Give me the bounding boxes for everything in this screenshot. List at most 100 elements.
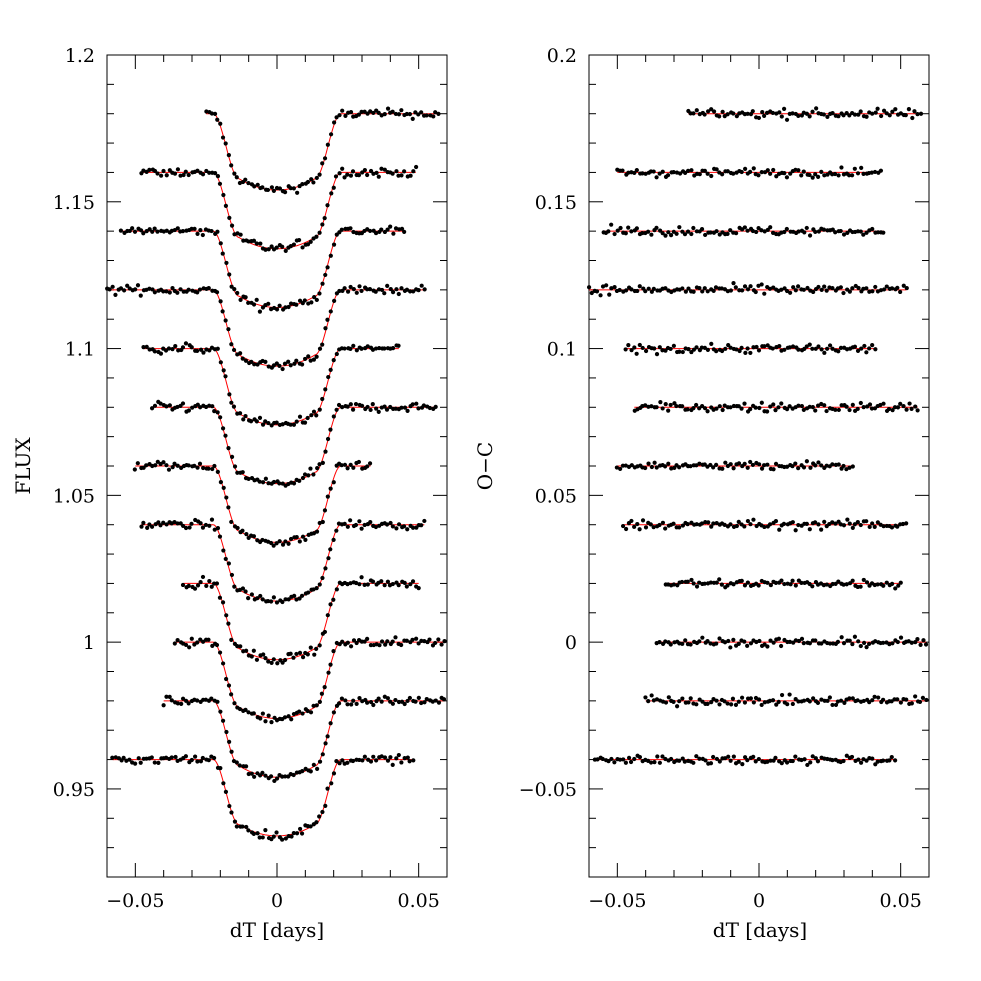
residuals-x-axis-label: dT [days] bbox=[713, 918, 807, 942]
residuals-data-point bbox=[731, 281, 736, 286]
residuals-data-point bbox=[748, 696, 753, 701]
residuals-data-point bbox=[711, 521, 716, 526]
residuals-data-point bbox=[841, 113, 846, 118]
residuals-data-point bbox=[841, 582, 846, 587]
flux-data-point bbox=[283, 657, 288, 663]
residuals-data-point bbox=[793, 528, 798, 533]
residuals-data-point bbox=[682, 759, 687, 764]
flux-data-point bbox=[419, 110, 424, 115]
residuals-data-point bbox=[898, 580, 903, 585]
flux-data-point bbox=[286, 304, 291, 310]
flux-data-point bbox=[195, 698, 200, 703]
residuals-data-point bbox=[688, 642, 693, 647]
residuals-data-point bbox=[748, 459, 753, 465]
residuals-data-point bbox=[858, 109, 863, 114]
residuals-data-point bbox=[728, 758, 733, 763]
residuals-data-point bbox=[702, 286, 707, 291]
residuals-data-point bbox=[742, 583, 748, 588]
flux-data-point bbox=[195, 168, 200, 173]
residuals-data-point bbox=[881, 583, 886, 588]
residuals-data-point bbox=[717, 114, 722, 119]
residuals-data-point bbox=[852, 166, 857, 171]
flux-data-point bbox=[172, 461, 177, 466]
residuals-data-point bbox=[685, 522, 690, 527]
flux-data-point bbox=[274, 245, 279, 250]
flux-data-point bbox=[373, 346, 379, 351]
residuals-data-point bbox=[671, 343, 676, 348]
flux-data-point bbox=[215, 174, 221, 179]
residuals-data-point bbox=[729, 702, 734, 707]
flux-data-point bbox=[291, 422, 297, 427]
flux-data-point bbox=[331, 649, 336, 654]
residuals-data-point bbox=[835, 639, 841, 644]
flux-data-point bbox=[320, 222, 325, 227]
flux-data-point bbox=[302, 356, 308, 362]
flux-data-point bbox=[300, 245, 305, 250]
flux-data-point bbox=[422, 518, 427, 524]
flux-data-point bbox=[209, 228, 214, 234]
flux-data-point bbox=[356, 173, 362, 178]
residuals-data-point bbox=[855, 698, 860, 703]
residuals-data-point bbox=[759, 466, 765, 471]
residuals-data-point bbox=[629, 287, 634, 292]
flux-data-point bbox=[172, 171, 178, 176]
flux-data-point bbox=[322, 216, 327, 221]
flux-data-point bbox=[220, 309, 225, 314]
residuals-data-point bbox=[847, 407, 852, 413]
flux-data-point bbox=[297, 539, 302, 544]
residuals-data-point bbox=[711, 288, 716, 293]
flux-data-point bbox=[405, 527, 410, 532]
flux-data-point bbox=[379, 166, 384, 171]
flux-data-point bbox=[246, 180, 251, 186]
flux-data-point bbox=[283, 539, 288, 544]
flux-data-point bbox=[251, 534, 257, 539]
flux-data-point bbox=[292, 361, 297, 366]
flux-data-point bbox=[183, 642, 189, 648]
flux-data-point bbox=[325, 494, 330, 499]
flux-data-point bbox=[396, 752, 401, 758]
flux-data-point bbox=[291, 830, 296, 836]
residuals-data-point bbox=[607, 292, 612, 297]
flux-data-point bbox=[377, 345, 382, 351]
flux-data-point bbox=[280, 244, 285, 249]
flux-data-point bbox=[127, 228, 132, 234]
flux-data-point bbox=[186, 583, 191, 588]
residuals-data-point bbox=[728, 462, 733, 467]
flux-data-point bbox=[312, 652, 317, 657]
residuals-data-point bbox=[895, 524, 900, 529]
flux-data-point bbox=[110, 755, 115, 760]
flux-data-point bbox=[359, 109, 364, 114]
flux-data-point bbox=[183, 341, 189, 346]
residuals-data-point bbox=[830, 520, 835, 525]
residuals-data-point bbox=[678, 171, 683, 176]
flux-data-point bbox=[252, 362, 257, 367]
residuals-data-point bbox=[745, 287, 751, 292]
residuals-series-8 bbox=[663, 577, 903, 591]
residuals-data-point bbox=[782, 106, 787, 111]
residuals-data-point bbox=[719, 582, 724, 587]
flux-data-point bbox=[212, 755, 217, 761]
flux-data-point bbox=[320, 342, 325, 347]
flux-data-point bbox=[244, 648, 249, 653]
flux-data-point bbox=[271, 543, 276, 548]
flux-data-point bbox=[254, 241, 259, 246]
flux-data-point bbox=[328, 253, 333, 258]
residuals-data-point bbox=[878, 402, 883, 408]
flux-data-point bbox=[391, 231, 396, 236]
flux-data-point bbox=[390, 581, 395, 587]
residuals-data-point bbox=[813, 172, 818, 177]
flux-data-point bbox=[280, 837, 285, 842]
residuals-data-point bbox=[779, 287, 784, 292]
residuals-data-point bbox=[600, 284, 606, 289]
residuals-data-point bbox=[903, 112, 908, 118]
residuals-data-point bbox=[784, 288, 790, 294]
flux-data-point bbox=[226, 153, 231, 158]
residuals-data-point bbox=[745, 346, 750, 351]
residuals-data-point bbox=[819, 641, 824, 646]
residuals-data-point bbox=[731, 111, 736, 116]
flux-data-point bbox=[289, 717, 294, 722]
flux-data-point bbox=[257, 309, 263, 314]
residuals-data-point bbox=[731, 403, 736, 409]
residuals-data-point bbox=[720, 466, 725, 471]
flux-data-point bbox=[305, 179, 311, 185]
